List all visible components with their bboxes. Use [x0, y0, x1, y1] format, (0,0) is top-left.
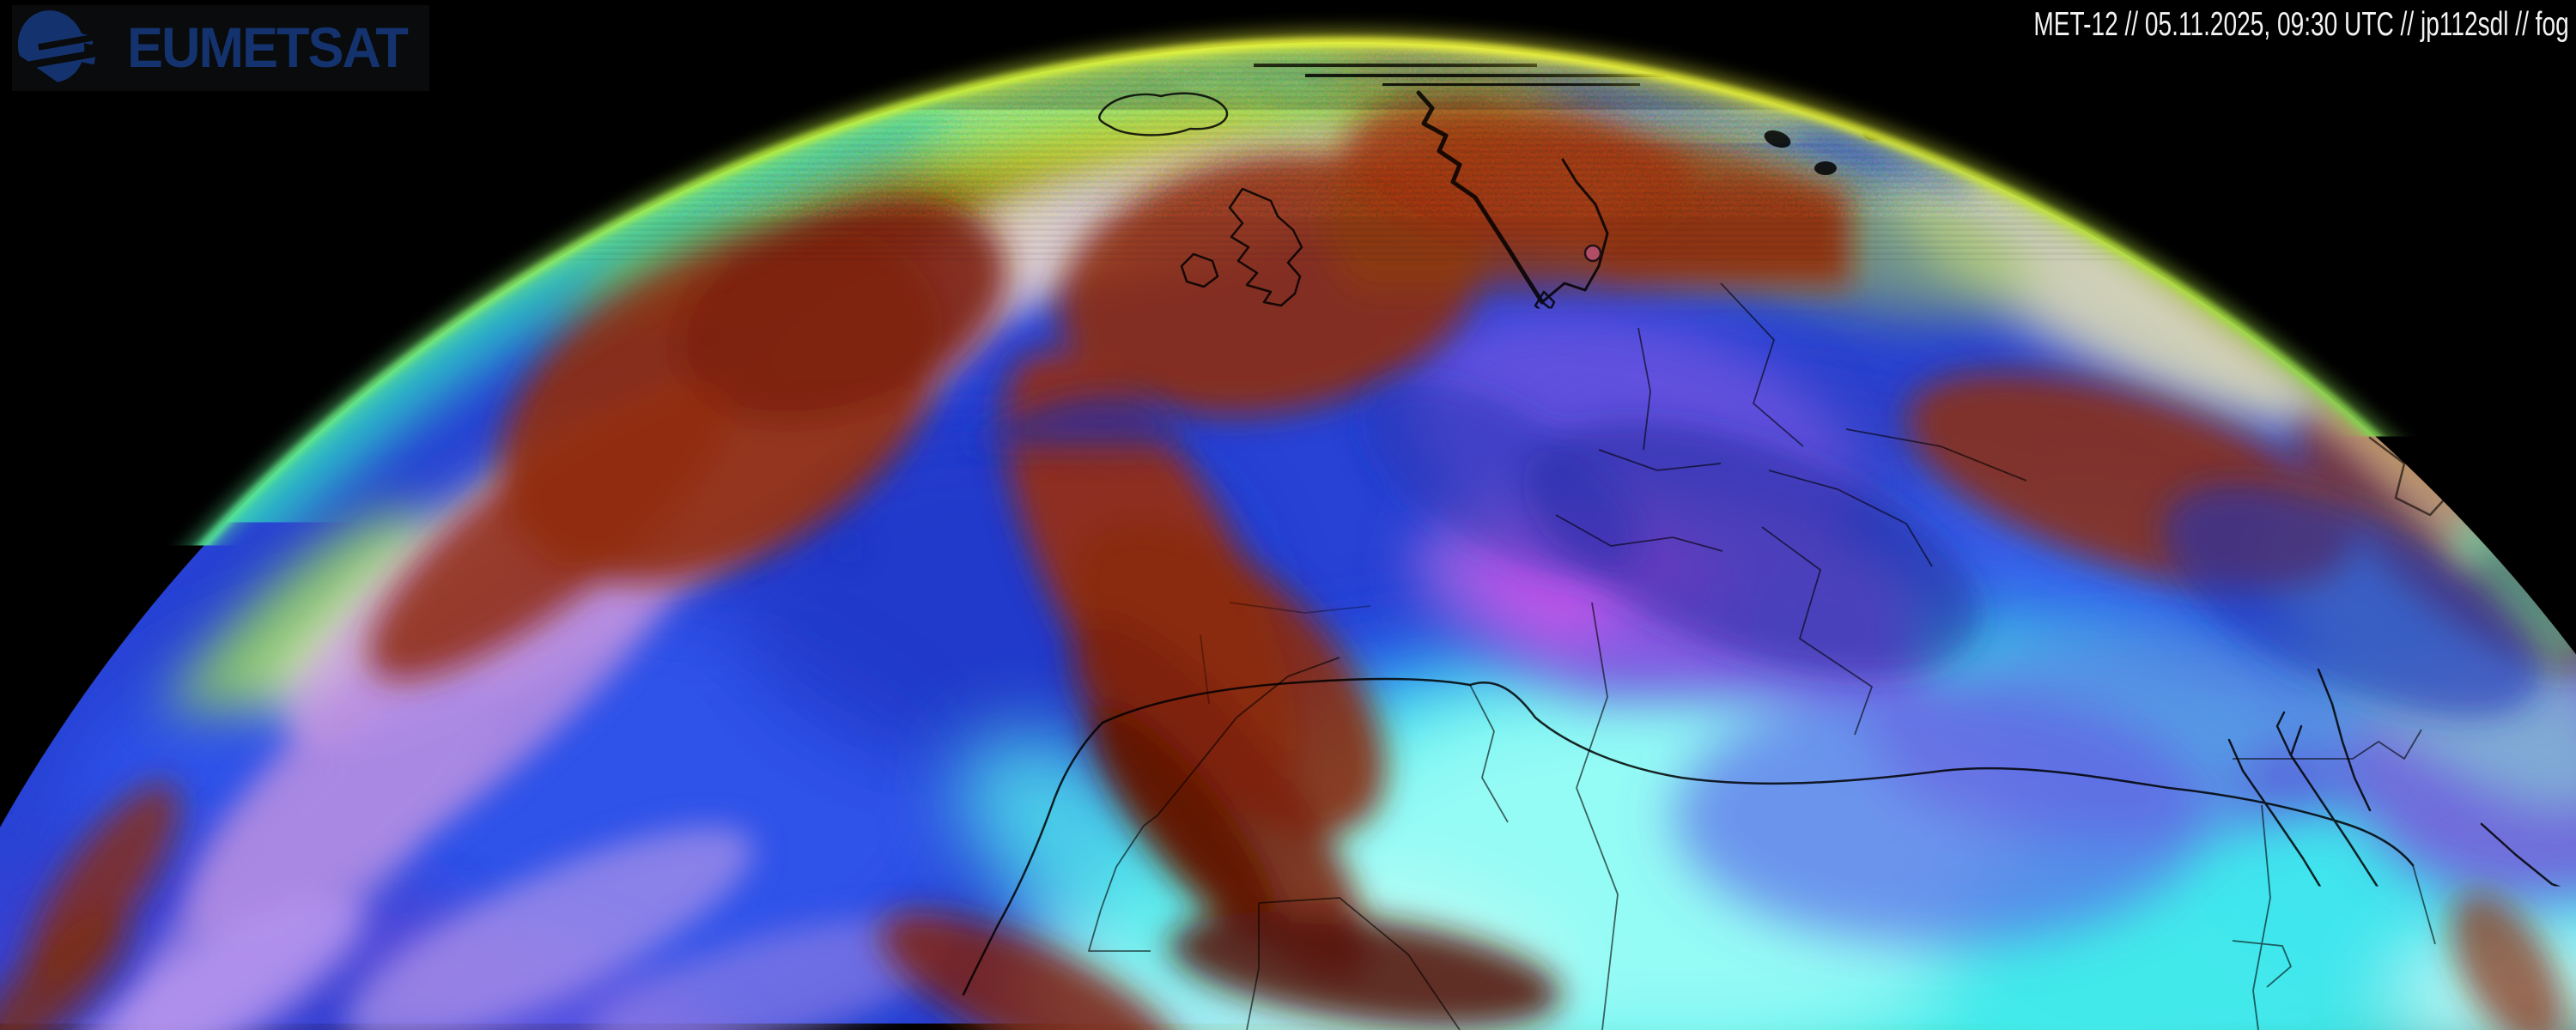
location-marker: [1585, 245, 1601, 261]
timestamp-overlay: MET-12 // 05.11.2025, 09:30 UTC // jp112…: [2034, 6, 2569, 44]
scanline-texture: [0, 0, 2576, 1030]
eumetsat-logo-text: EUMETSAT: [127, 16, 407, 81]
globe: [0, 0, 2576, 1030]
eumetsat-logo-icon: [12, 7, 113, 89]
satellite-image: [0, 0, 2576, 1030]
satellite-product-view: EUMETSAT MET-12 // 05.11.2025, 09:30 UTC…: [0, 0, 2576, 1030]
eumetsat-logo: EUMETSAT: [12, 5, 429, 91]
